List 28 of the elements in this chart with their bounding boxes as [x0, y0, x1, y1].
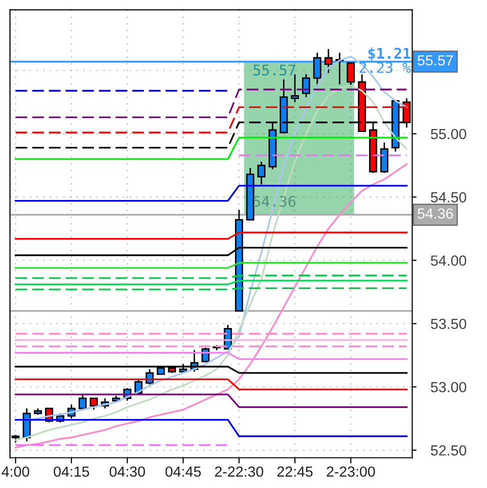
candlestick	[201, 346, 210, 362]
line-series	[14, 163, 408, 448]
candlestick	[90, 398, 98, 410]
candlestick	[290, 74, 299, 103]
candlestick	[324, 48, 332, 74]
annotation: 55.57	[253, 64, 296, 76]
y-tick-label: 54.50	[430, 192, 466, 202]
annotation: $1.21	[368, 48, 410, 61]
candlestick	[78, 394, 87, 410]
y-tick-label: 55.00	[430, 128, 466, 140]
ref-line-label: 54.36	[418, 208, 453, 219]
candlestick	[346, 62, 355, 88]
candlestick	[313, 52, 322, 88]
ref-line-label: 55.57	[418, 55, 453, 66]
x-tick-label: 22:45	[277, 466, 313, 477]
annotation: 2.23 %	[360, 62, 411, 74]
x-tick-label: 04:15	[54, 466, 90, 477]
y-tick-label: 53.50	[430, 318, 466, 330]
candlestick	[380, 142, 388, 174]
y-tick-label: 53.00	[430, 382, 466, 392]
x-tick-label: 04:30	[110, 466, 145, 477]
x-tick-label: 2-22:30	[215, 466, 264, 477]
y-tick-label: 54.00	[430, 255, 466, 266]
x-tick-label: 4:00	[2, 466, 30, 477]
y-tick-label: 52.50	[430, 445, 466, 456]
candlestick	[257, 160, 266, 186]
x-tick-label: 2-23:00	[326, 466, 375, 477]
x-tick-label: 04:45	[166, 466, 201, 477]
